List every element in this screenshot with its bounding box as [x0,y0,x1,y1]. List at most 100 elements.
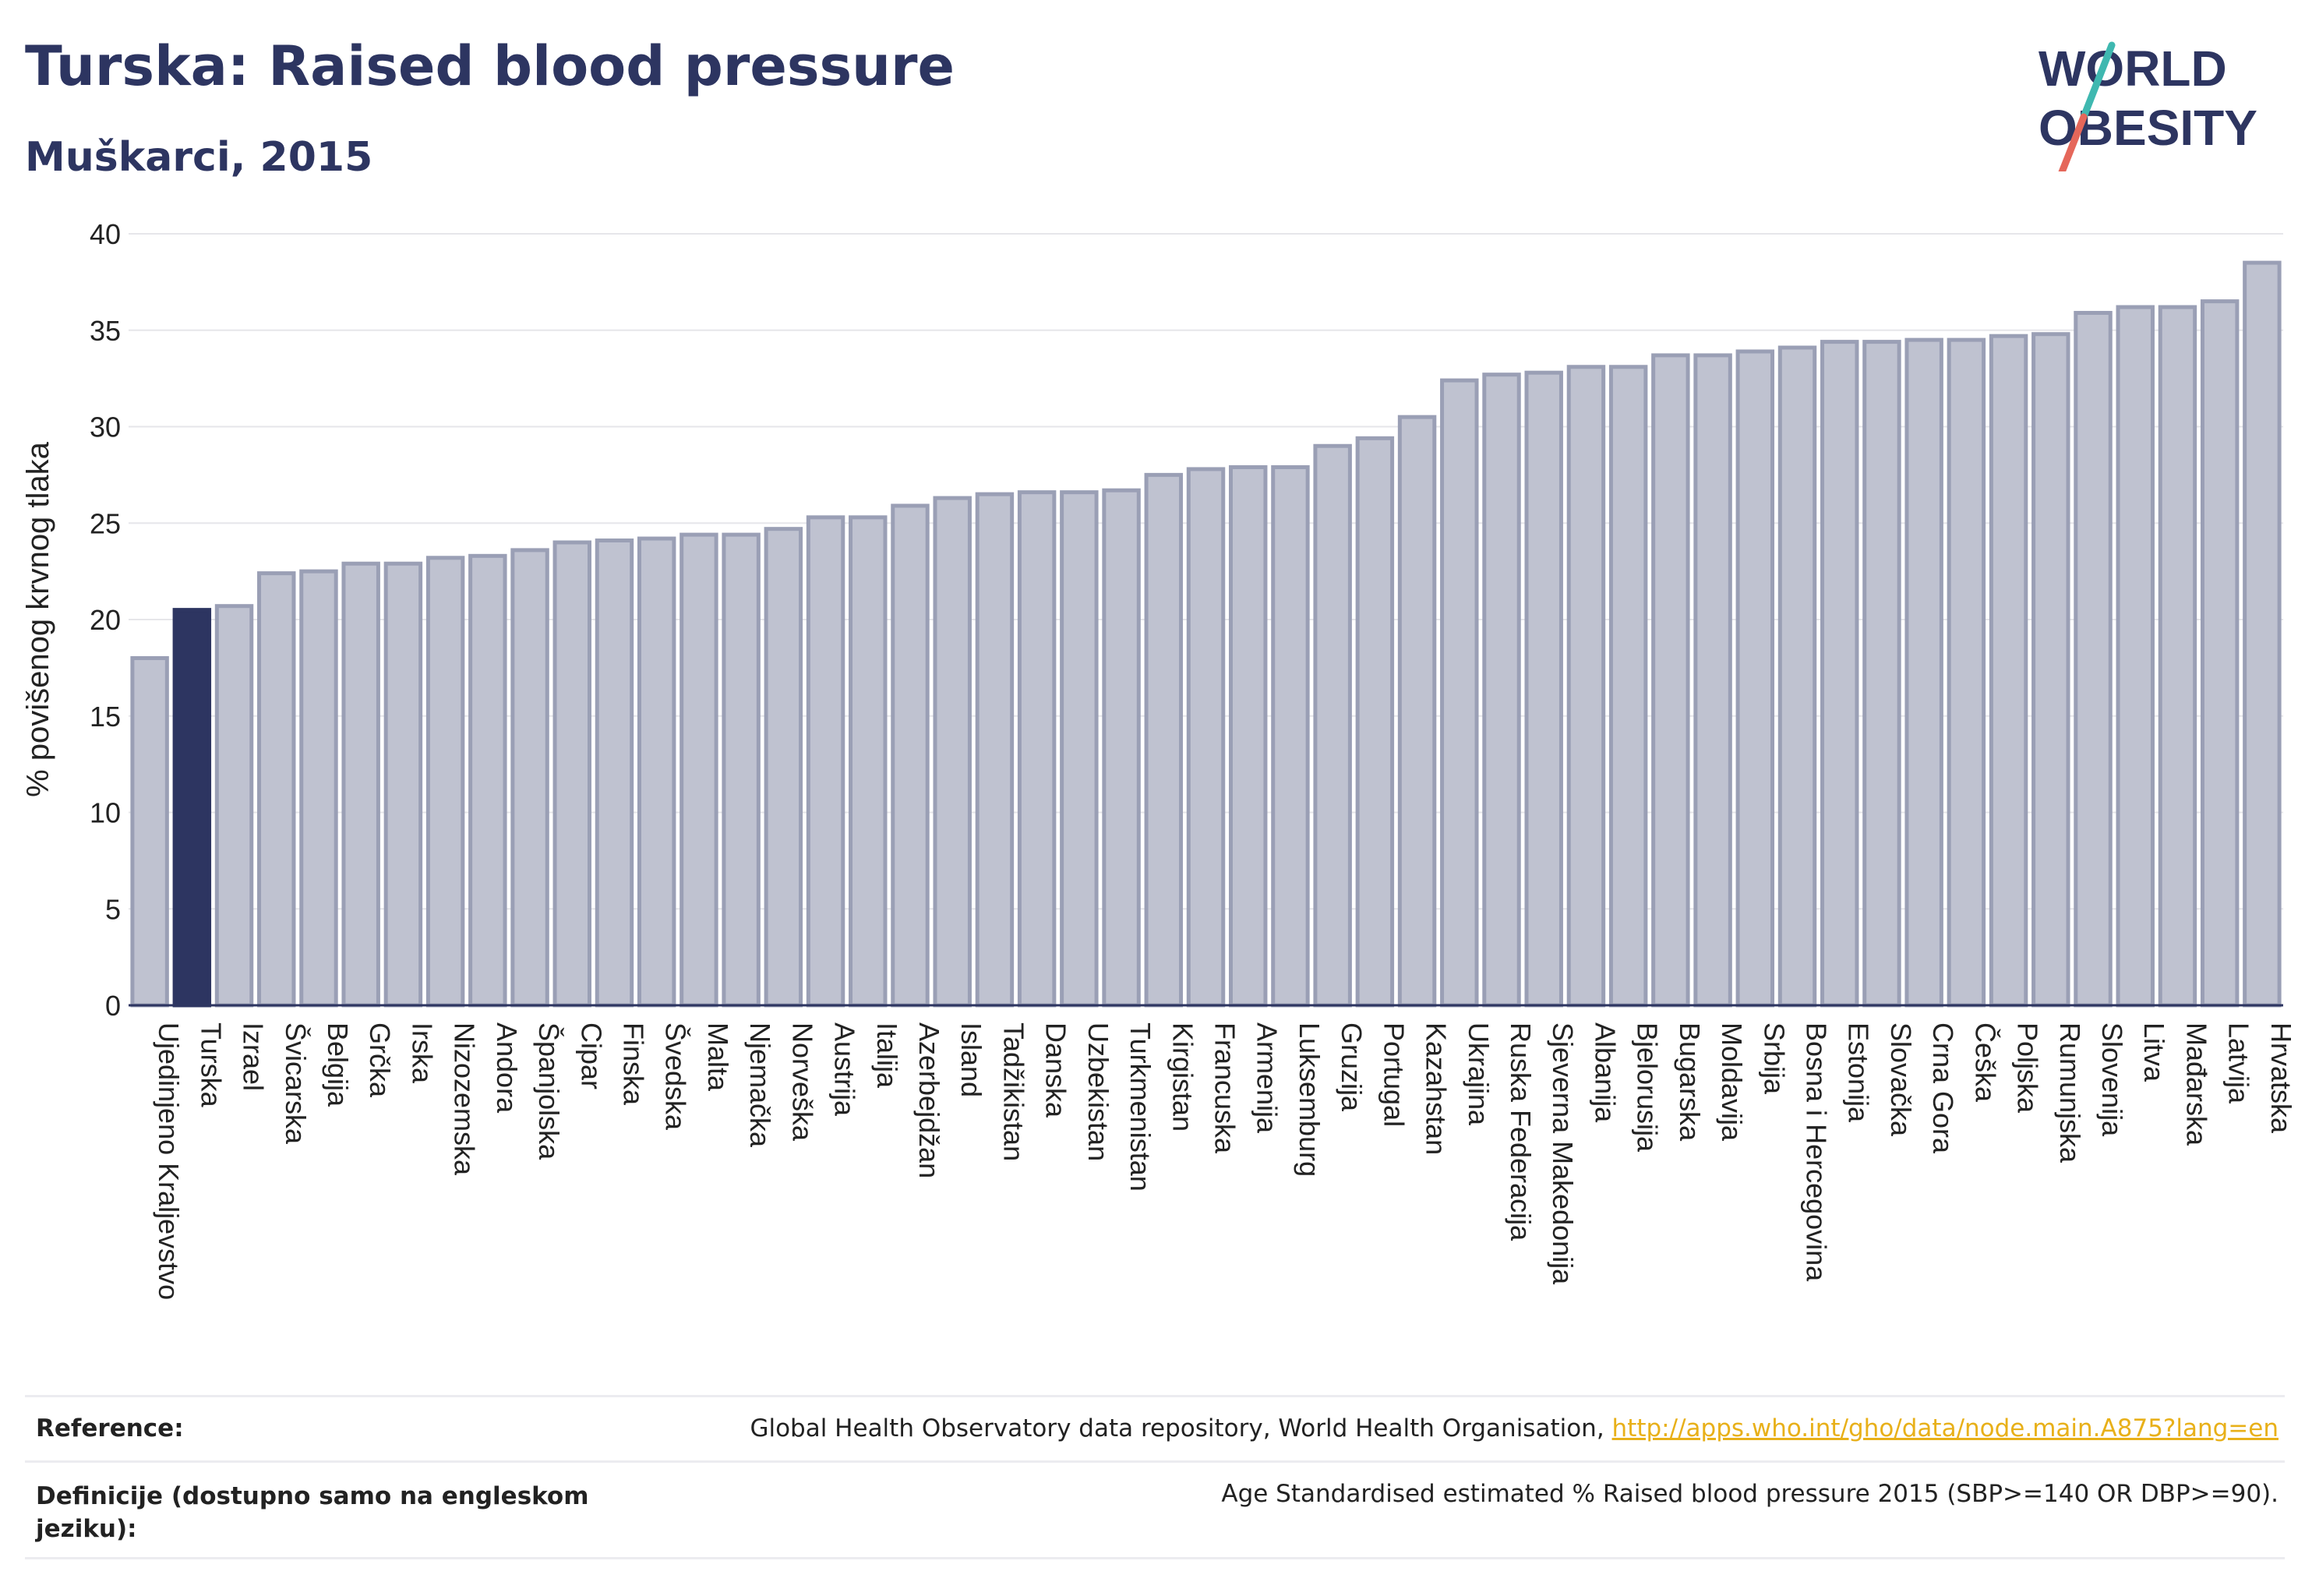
bar [637,536,676,1008]
bar [764,527,803,1008]
x-tick-label: Hrvatska [2265,1022,2297,1134]
x-tick-label: Cipar [575,1022,607,1089]
reference-value: Global Health Observatory data repositor… [750,1414,2279,1442]
y-tick-label: 0 [105,990,121,1022]
x-tick-label: Island [955,1022,987,1097]
x-tick-label: Luksemburg [1294,1022,1325,1177]
x-tick-labels: Ujedinjeno Kraljevstvo Turska Izrael Švicar… [153,1022,2297,1300]
bar [425,556,465,1008]
bar [214,604,254,1008]
bar [2074,310,2113,1008]
bar [1608,365,1648,1008]
definition-label-line-2: jeziku): [36,1515,137,1543]
x-tick-label: Švicarska [280,1022,312,1145]
chart-subtitle: Muškarci, 2015 [25,134,373,181]
bar [1271,464,1310,1008]
x-tick-label: Andora [491,1022,523,1114]
definition-row: Definicije (dostupno samo na engleskom je… [25,1460,2285,1558]
x-tick-label: Turkmenistan [1124,1022,1156,1192]
y-tick-labels: 0 5 10 15 20 25 30 35 40 [90,218,121,1022]
bar [2116,305,2155,1008]
bar [1820,340,1859,1008]
bar [468,553,507,1008]
bar [2200,299,2240,1008]
x-tick-label: Njemačka [744,1022,776,1148]
x-tick-label: Moldavija [1716,1022,1748,1142]
bar [341,561,380,1008]
y-tick-label: 5 [105,893,121,925]
x-tick-label: Bugarska [1674,1022,1706,1142]
x-tick-label: Ruska Federacija [1505,1022,1537,1241]
x-tick-label: Danska [1040,1022,1072,1118]
bar [2031,332,2070,1008]
y-tick-label: 25 [90,507,121,539]
bar [1566,365,1606,1008]
x-tick-label: Ukrajina [1463,1022,1495,1126]
x-tick-label: Austrija [829,1022,861,1117]
x-tick-label: Poljska [2012,1022,2044,1114]
bar-chart: 0 5 10 15 20 25 30 35 40 Ujedinjeno Kraljevstvo T… [21,218,2297,1300]
bar [722,532,761,1008]
definition-label-line-1: Definicije (dostupno samo na engleskom [36,1482,589,1510]
x-tick-label: Azerbejdžan [913,1022,945,1178]
x-tick-label: Uzbekistan [1082,1022,1114,1161]
bar [1524,370,1563,1008]
definition-value: Age Standardised estimated % Raised bloo… [1221,1480,2279,1508]
x-tick-label: Belgija [322,1022,354,1107]
x-tick-label: Izrael [238,1022,270,1091]
reference-link[interactable]: http://apps.who.int/gho/data/node.main.A… [1611,1414,2279,1442]
bar [1651,353,1690,1008]
bar [1397,415,1437,1008]
bar [1186,467,1226,1008]
bar [1313,443,1352,1008]
bar-highlight [172,608,212,1008]
bar [299,569,338,1008]
x-tick-label: Slovačka [1885,1022,1917,1137]
bar [1862,340,1901,1008]
bar [383,561,423,1008]
x-tick-label: Malta [702,1022,734,1092]
bar [1440,378,1479,1008]
x-tick-label: Armenija [1251,1022,1283,1134]
bar [679,532,718,1008]
bar [975,492,1015,1008]
x-tick-label: Bjelorusija [1632,1022,1664,1153]
x-tick-label: Portugal [1378,1022,1410,1127]
x-tick-label: Grčka [364,1022,396,1098]
x-tick-label: Španjolska [533,1022,565,1160]
x-tick-label: Finska [617,1022,649,1106]
x-tick-label: Tadžikistan [997,1022,1029,1161]
x-tick-label: Švedska [660,1022,692,1131]
bar [849,515,888,1008]
y-tick-label: 30 [90,411,121,443]
x-tick-label: Albanija [1589,1022,1621,1123]
logo-slash-teal [2080,41,2116,121]
x-tick-label: Irska [406,1022,438,1084]
bar [1947,337,1986,1008]
x-tick-label: Nizozemska [449,1022,481,1176]
x-tick-label: Češka [1969,1022,2001,1103]
bar [806,515,845,1008]
bar [2243,260,2282,1008]
footer-bottom-rule [25,1557,2285,1559]
x-tick-label: Rumunjska [2054,1022,2086,1163]
reference-text: Global Health Observatory data repositor… [750,1414,1612,1442]
bars [130,260,2282,1008]
x-tick-label: Bosna i Hercegovina [1801,1022,1833,1282]
y-tick-label: 10 [90,797,121,829]
bar [552,540,591,1008]
bar [595,538,634,1008]
bar [1355,436,1395,1008]
bar [1060,490,1099,1008]
bar [1989,334,2028,1008]
x-tick-label: Turska [195,1022,227,1108]
bar [933,496,972,1008]
x-tick-label: Italija [871,1022,903,1089]
x-tick-label: Latvija [2223,1022,2255,1104]
world-obesity-logo: WORLD OBESITY [2038,41,2257,171]
bar [1693,353,1732,1008]
bar [2158,305,2197,1008]
bar [510,548,549,1008]
logo-line-1: WORLD [2038,41,2227,97]
bar [1144,472,1184,1008]
